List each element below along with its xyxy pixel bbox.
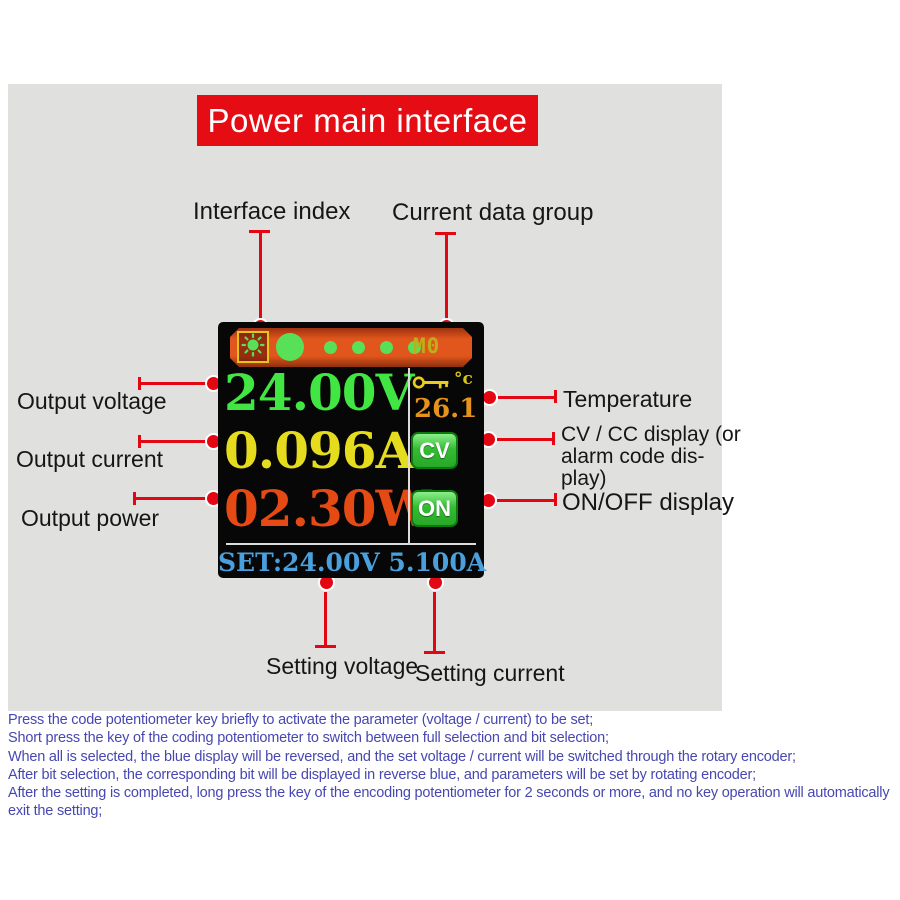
callout-output-power: Output power xyxy=(21,505,160,531)
leader-tick xyxy=(435,232,456,235)
output-current-value: 0.096A xyxy=(224,421,414,480)
leader-line-temperature xyxy=(498,396,555,399)
leader-tick xyxy=(424,651,445,654)
callout-interface-index: Interface index xyxy=(193,198,351,225)
leader-tick xyxy=(249,230,270,233)
leader-line-output-current xyxy=(141,440,207,443)
leader-line-interface-index xyxy=(259,233,262,320)
leader-line-setting-current xyxy=(433,592,436,653)
temperature-value: 26.1 xyxy=(414,394,478,424)
horizontal-divider xyxy=(226,543,476,545)
instruction-line: exit the setting; xyxy=(8,803,103,820)
instruction-line: After the setting is completed, long pre… xyxy=(8,785,890,802)
leader-tick xyxy=(133,492,136,505)
page-dot-icon xyxy=(352,341,365,354)
status-bar: M0 xyxy=(230,328,472,367)
leader-tick xyxy=(554,390,557,403)
callout-temperature: Temperature xyxy=(563,386,693,412)
output-voltage-value: 24.00V xyxy=(224,363,414,422)
memory-group-label: M0 xyxy=(413,334,441,358)
leader-tick xyxy=(552,432,555,445)
vertical-divider xyxy=(408,368,410,543)
instruction-line: After bit selection, the corresponding b… xyxy=(8,766,756,783)
power-supply-lcd-screen: M0 24.00V 0.096A 02.30W °c 26.1 CV ON SE… xyxy=(218,322,487,578)
leader-line-output-voltage xyxy=(141,382,207,385)
temperature-unit: °c xyxy=(454,369,473,389)
leader-line-setting-voltage xyxy=(324,592,327,647)
page-title: Power main interface xyxy=(197,95,538,146)
callout-output-current: Output current xyxy=(16,446,164,472)
callout-on-off-display: ON/OFF display xyxy=(562,489,735,516)
instruction-line: When all is selected, the blue display w… xyxy=(8,748,796,765)
on-off-badge: ON xyxy=(411,490,458,527)
instruction-line: Press the code potentiometer key briefly… xyxy=(8,712,594,728)
callout-cv-cc-display: CV / CC display (or alarm code dis- play… xyxy=(561,423,741,490)
set-values-line: SET:24.00V 5.100A xyxy=(218,548,487,577)
page-dot-active-icon xyxy=(276,333,304,361)
leader-tick xyxy=(138,435,141,448)
callout-output-voltage: Output voltage xyxy=(17,388,167,414)
callout-setting-current: Setting current xyxy=(415,660,565,686)
leader-line-cv-cc xyxy=(497,438,553,441)
cv-cc-badge: CV xyxy=(411,432,458,469)
leader-tick xyxy=(138,377,141,390)
leader-line-on-off xyxy=(497,499,554,502)
leader-tick xyxy=(315,645,336,648)
callout-setting-voltage: Setting voltage xyxy=(266,653,419,679)
page-dot-icon xyxy=(324,341,337,354)
key-lock-icon xyxy=(412,373,452,397)
callout-current-data-group: Current data group xyxy=(392,199,594,226)
leader-tick xyxy=(554,493,557,506)
leader-line-current-data-group xyxy=(445,235,448,320)
leader-line-output-power xyxy=(136,497,207,500)
instruction-line: Short press the key of the coding potent… xyxy=(8,730,609,747)
output-power-value: 02.30W xyxy=(224,479,432,538)
instruction-paragraph: Press the code potentiometer key briefly… xyxy=(8,711,900,821)
page-dot-icon xyxy=(408,341,421,354)
sun-icon xyxy=(241,333,265,362)
interface-index-indicator xyxy=(237,331,269,363)
page-dot-icon xyxy=(380,341,393,354)
